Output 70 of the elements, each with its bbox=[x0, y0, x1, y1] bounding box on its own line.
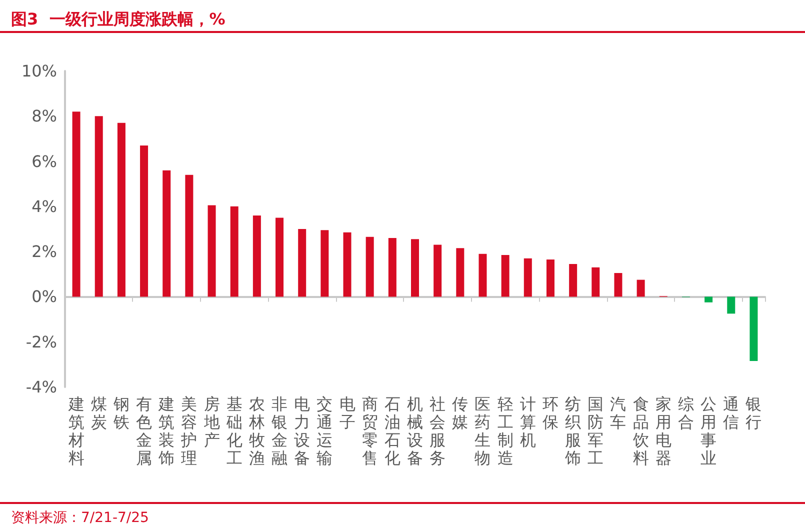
y-tick-label: -4% bbox=[26, 378, 57, 396]
bar bbox=[230, 206, 238, 297]
x-tick-label: 轻工制造 bbox=[497, 394, 514, 468]
bar bbox=[252, 215, 261, 297]
x-tick-label: 传媒 bbox=[452, 394, 468, 432]
x-tick-label: 商贸零售 bbox=[362, 394, 378, 468]
x-tick-label: 食品饮料 bbox=[632, 394, 649, 468]
x-tick-label: 有色金属 bbox=[136, 394, 152, 468]
x-tick-label: 计算机 bbox=[520, 394, 536, 450]
bar bbox=[366, 236, 374, 297]
x-tick-label: 银行 bbox=[744, 394, 762, 432]
x-tick-label: 家用电器 bbox=[655, 394, 672, 468]
x-tick-label: 非银金融 bbox=[270, 394, 288, 468]
x-tick-label: 机械设备 bbox=[407, 394, 423, 468]
x-tick-label: 汽车 bbox=[610, 394, 626, 432]
x-tick-label: 通信 bbox=[723, 394, 740, 432]
x-tick-label: 社会服务 bbox=[430, 394, 446, 468]
x-tick-label: 建筑装饰 bbox=[158, 394, 175, 468]
x-tick-label: 煤炭 bbox=[90, 394, 107, 432]
bar bbox=[478, 254, 487, 297]
x-tick-label: 国防军工 bbox=[588, 394, 604, 468]
bar bbox=[140, 145, 148, 297]
y-tick-label: 0% bbox=[32, 287, 57, 306]
x-tick-label: 基础化工 bbox=[225, 394, 242, 468]
bar bbox=[117, 122, 126, 297]
bar bbox=[750, 296, 758, 362]
x-tick-label: 公用事业 bbox=[700, 394, 717, 468]
x-tick-label: 石油石化 bbox=[384, 394, 400, 468]
bar bbox=[388, 238, 396, 297]
bar bbox=[704, 296, 713, 302]
bar bbox=[434, 244, 442, 297]
x-tick-label: 交通运输 bbox=[316, 394, 333, 468]
bar bbox=[208, 205, 216, 297]
bar bbox=[524, 258, 532, 297]
x-tick-label: 钢铁 bbox=[112, 394, 130, 432]
bar bbox=[343, 232, 352, 297]
bar bbox=[727, 296, 736, 314]
bar bbox=[636, 280, 645, 297]
bar bbox=[456, 248, 464, 297]
y-tick-label: 6% bbox=[32, 152, 57, 171]
x-tick-label: 电子 bbox=[339, 394, 356, 432]
bar bbox=[546, 259, 554, 297]
bar bbox=[411, 239, 419, 297]
x-tick-label: 房地产 bbox=[202, 394, 220, 450]
y-tick-label: 8% bbox=[32, 106, 57, 126]
y-tick-label: 2% bbox=[32, 242, 57, 262]
x-tick-label: 电力设备 bbox=[294, 394, 310, 468]
bar bbox=[501, 254, 510, 297]
bar bbox=[72, 112, 80, 297]
bar bbox=[298, 229, 306, 297]
bar bbox=[569, 264, 578, 297]
x-tick-label: 综合 bbox=[678, 394, 694, 432]
bar bbox=[614, 273, 622, 297]
y-tick-label: -2% bbox=[26, 332, 57, 352]
y-tick-label: 4% bbox=[32, 196, 57, 216]
x-tick-label: 美容护理 bbox=[180, 394, 198, 468]
x-tick-label: 建筑材料 bbox=[67, 394, 84, 468]
x-tick-label: 纺织服饰 bbox=[564, 394, 582, 468]
bar bbox=[94, 116, 103, 297]
y-tick-label: 10% bbox=[21, 62, 57, 80]
bar bbox=[592, 267, 600, 297]
bar bbox=[162, 170, 171, 297]
chart-title: 图3 一级行业周度涨跌幅，% bbox=[11, 10, 226, 28]
x-tick-label: 农林牧渔 bbox=[248, 394, 265, 468]
bar bbox=[320, 230, 329, 297]
text: 资料来源：7/21-7/25 bbox=[11, 510, 149, 526]
x-tick-label: 医药生物 bbox=[474, 394, 491, 468]
bar bbox=[276, 218, 284, 297]
bar bbox=[185, 174, 194, 297]
x-tick-label: 环保 bbox=[542, 394, 558, 432]
